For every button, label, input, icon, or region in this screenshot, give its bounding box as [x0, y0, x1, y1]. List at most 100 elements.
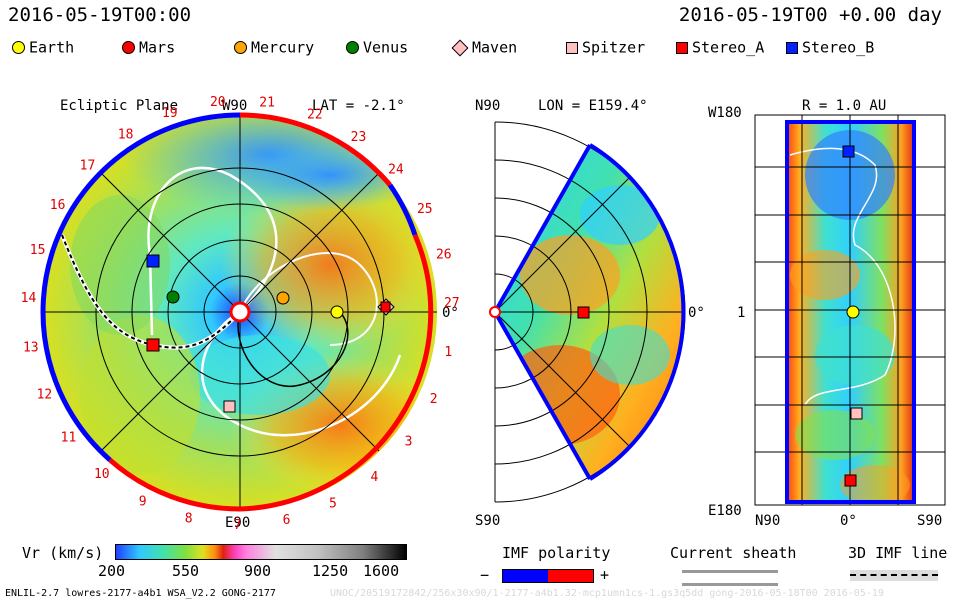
current-sheath-sample — [682, 570, 778, 586]
earth-marker — [330, 305, 344, 319]
ecliptic-plane-plot: Ecliptic Plane W90 LAT = -2.1° E90 0° 20… — [21, 95, 460, 533]
spiral-contour — [147, 166, 278, 336]
carrington-label: 2 — [430, 392, 438, 407]
carrington-label: 16 — [50, 198, 66, 213]
legend-label: Maven — [472, 38, 518, 57]
diamond-icon — [451, 39, 469, 56]
colorbar-tick: 1250 — [312, 562, 349, 580]
spitzer-marker — [223, 400, 236, 413]
legend-label: Mercury — [251, 38, 315, 57]
ecliptic-right-label: 0° — [442, 305, 459, 321]
earth-marker — [846, 305, 860, 319]
carrington-label: 27 — [444, 296, 460, 311]
legend-item-spitzer: Spitzer — [566, 38, 645, 57]
meridional-top-left: N90 — [475, 98, 500, 114]
carrington-label: 17 — [80, 159, 96, 174]
legend-item-mercury: Mercury — [234, 38, 314, 57]
legend-label: Venus — [363, 38, 409, 57]
imf-polarity-title: IMF polarity — [502, 544, 611, 562]
stereo-b-marker — [842, 145, 855, 158]
square-icon — [566, 41, 578, 54]
sun-marker — [229, 301, 251, 323]
carrington-label: 22 — [307, 108, 323, 123]
colorbar — [115, 544, 407, 560]
carrington-label: 10 — [94, 467, 110, 482]
carrington-label: 14 — [21, 291, 37, 306]
footer-left: ENLIL-2.7 lowres-2177-a4b1 WSA_V2.2 GONG… — [5, 588, 276, 599]
earth-spiral — [237, 311, 349, 388]
map-bottom-label: N90 — [755, 513, 780, 529]
legend-item-stereo-b: Stereo_B — [786, 38, 874, 57]
spitzer-marker — [850, 407, 863, 420]
circle-icon — [234, 41, 247, 54]
carrington-label: 20 — [210, 95, 226, 110]
colorbar-tick: 1600 — [363, 562, 400, 580]
ecliptic-title: Ecliptic Plane — [60, 98, 178, 114]
lon-label: LON = E159.4° — [538, 98, 648, 114]
colorbar-tick: 900 — [244, 562, 272, 580]
legend-item-mars: Mars — [122, 38, 175, 57]
map-bottom-label: S90 — [917, 513, 942, 529]
header-left-time: 2016-05-19T00:00 — [8, 4, 192, 26]
legend-label: Mars — [139, 38, 176, 57]
carrington-label: 24 — [388, 162, 404, 177]
carrington-label: 6 — [283, 513, 291, 528]
map-title: R = 1.0 AU — [802, 98, 886, 114]
lat-label: LAT = -2.1° — [312, 98, 405, 114]
carrington-label: 19 — [162, 106, 178, 121]
venus-marker — [166, 290, 180, 304]
map-bottom-label: 0° — [840, 513, 857, 529]
meridional-plane-plot: N90 LON = E159.4° 0° S90 — [475, 98, 705, 529]
legend-item-earth: Earth — [12, 38, 74, 57]
circle-icon — [346, 41, 359, 54]
stereo-a-marker — [844, 474, 857, 487]
imf-polarity-bar — [502, 569, 594, 583]
carrington-label: 9 — [139, 494, 147, 509]
imf3d-sample — [850, 570, 938, 581]
square-icon — [786, 41, 798, 54]
carrington-label: 23 — [351, 130, 367, 145]
carrington-label: 5 — [329, 497, 337, 512]
legend-item-venus: Venus — [346, 38, 408, 57]
carrington-label: 21 — [259, 96, 275, 111]
carrington-label: 11 — [61, 431, 77, 446]
carrington-label: 4 — [370, 470, 378, 485]
legend-label: Spitzer — [582, 38, 646, 57]
ecliptic-bottom-label: E90 — [225, 515, 250, 531]
stereo-a-marker — [146, 338, 160, 352]
imf-minus: − — [480, 566, 490, 584]
header-right-time: 2016-05-19T00 +0.00 day — [678, 4, 942, 26]
circle-icon — [12, 41, 25, 54]
circle-icon — [122, 41, 135, 54]
footer-right: UNOC/20519172842/256x30x90/1-2177-a4b1.3… — [330, 588, 884, 599]
map-top-left: W180 — [708, 105, 742, 121]
mercury-marker — [276, 291, 290, 305]
map-bottom-left: E180 — [708, 503, 742, 519]
square-icon — [676, 41, 688, 54]
legend-label: Stereo_A — [692, 38, 765, 57]
carrington-label: 7 — [234, 518, 242, 533]
carrington-label: 25 — [417, 202, 433, 217]
legend-label: Stereo_B — [802, 38, 875, 57]
carrington-label: 3 — [405, 435, 413, 450]
imf-plus: + — [600, 566, 610, 584]
legend-item-stereo-a: Stereo_A — [676, 38, 764, 57]
colorbar-label: Vr (km/s) — [22, 544, 104, 562]
meridional-right-label: 0° — [688, 305, 705, 321]
carrington-label: 18 — [118, 128, 134, 143]
carrington-label: 8 — [185, 512, 193, 527]
ecliptic-top-label: W90 — [222, 98, 247, 114]
carrington-label: 13 — [23, 340, 39, 355]
spiral-contour — [239, 251, 378, 346]
carrington-label: 26 — [436, 248, 452, 263]
carrington-label: 15 — [30, 243, 46, 258]
colorbar-tick: 550 — [172, 562, 200, 580]
current-sheath-title: Current sheath — [670, 544, 797, 562]
meridional-bottom-left: S90 — [475, 513, 500, 529]
map-mid-left: 1 — [737, 305, 745, 321]
legend-label: Earth — [29, 38, 75, 57]
imf3d-title: 3D IMF line — [848, 544, 948, 562]
radius-map-plot: R = 1.0 AU W180 1 E180 N90 0° S90 — [708, 98, 946, 529]
stereo-a-marker — [577, 306, 590, 319]
colorbar-tick: 200 — [98, 562, 126, 580]
